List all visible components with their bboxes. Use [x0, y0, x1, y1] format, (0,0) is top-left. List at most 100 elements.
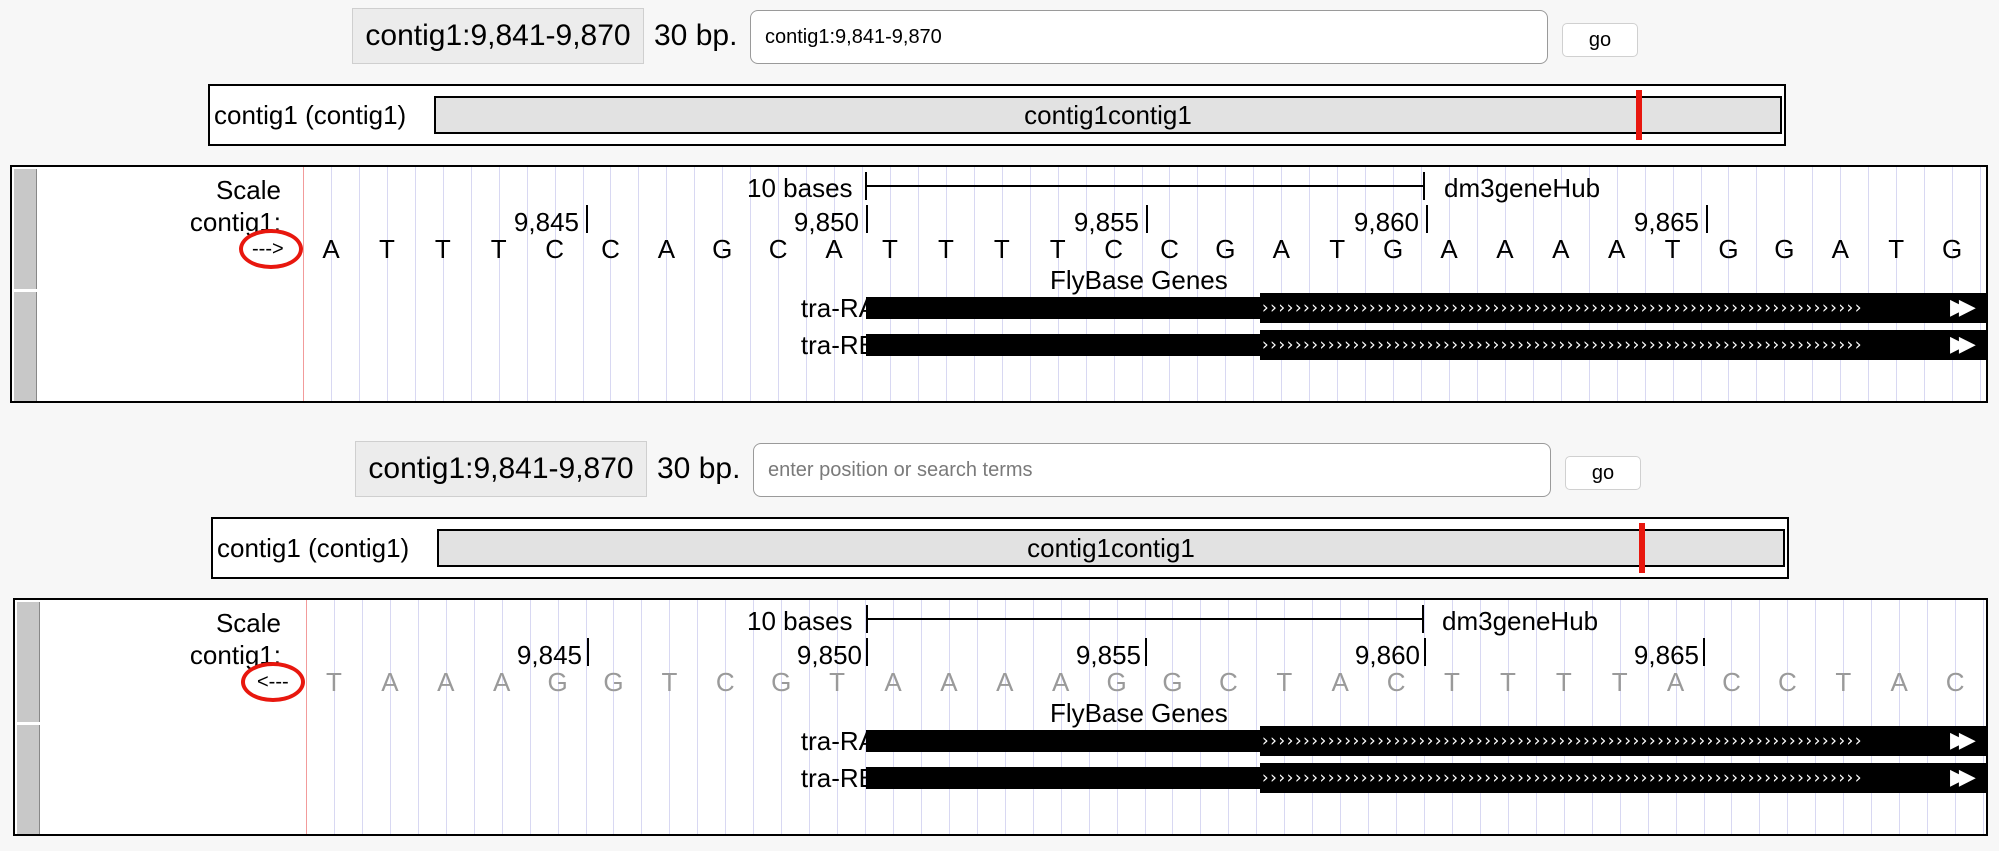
- base-grid-line: [862, 167, 863, 401]
- base-grid-line: [694, 167, 696, 401]
- ideogram-label: contig1 (contig1): [214, 100, 407, 130]
- dna-base: A: [1890, 667, 1908, 697]
- gene-tra-ra-thin-exon[interactable]: [866, 730, 1270, 752]
- ruler-tick-label: 9,855: [1073, 207, 1139, 237]
- dna-base: A: [1831, 234, 1849, 264]
- ideogram-bar[interactable]: contig1contig1: [434, 90, 1782, 140]
- dna-base: A: [884, 667, 902, 697]
- track-title-flybase-genes[interactable]: FlyBase Genes: [1050, 698, 1228, 728]
- base-grid-line: [722, 167, 724, 401]
- base-grid-line: [1952, 167, 1954, 401]
- chromosome-ideogram[interactable]: contig1 (contig1) contig1contig1: [208, 84, 1786, 146]
- base-grid-line: [554, 167, 556, 401]
- base-grid-line: [417, 600, 419, 834]
- gene-label-tra-ra[interactable]: tra-RA: [800, 726, 876, 756]
- dna-base: C: [1945, 667, 1965, 697]
- base-grid-line: [809, 600, 811, 834]
- base-grid-line: [1787, 600, 1789, 834]
- dna-base: T: [1329, 234, 1346, 264]
- ruler-tick: [866, 638, 868, 666]
- track-side-button[interactable]: [17, 725, 40, 834]
- go-button[interactable]: go: [1565, 456, 1641, 490]
- dna-base: G: [771, 667, 792, 697]
- dna-base: A: [1331, 667, 1349, 697]
- base-grid-line: [1424, 600, 1425, 834]
- base-grid-line: [1451, 600, 1453, 834]
- base-grid-line: [1672, 167, 1674, 401]
- base-grid-line: [1368, 600, 1370, 834]
- dna-base: C: [1722, 667, 1741, 697]
- scale-bar-right-end: [1423, 172, 1425, 200]
- dna-base: T: [993, 234, 1010, 264]
- base-grid-line: [697, 600, 699, 834]
- browser-panel-forward: contig1:9,841-9,870 30 bp. go contig1 (c…: [0, 0, 1999, 418]
- ruler-tick-label: 9,845: [516, 640, 582, 670]
- track-side-button[interactable]: [14, 292, 37, 401]
- search-input[interactable]: [753, 443, 1551, 497]
- gene-label-tra-ra[interactable]: tra-RA: [800, 293, 876, 323]
- base-grid-line: [330, 167, 332, 401]
- dna-base: A: [996, 667, 1014, 697]
- search-input[interactable]: [750, 10, 1548, 64]
- base-grid-line: [781, 600, 783, 834]
- base-grid-line: [806, 167, 808, 401]
- gene-tra-ra-exon[interactable]: ››››››››››››››››››››››››››››››››››››››››…: [1260, 726, 1950, 756]
- base-grid-line: [1396, 600, 1398, 834]
- base-grid-line: [1504, 167, 1506, 401]
- gene-tra-ra-exon[interactable]: ››››››››››››››››››››››››››››››››››››››››…: [1260, 293, 1950, 323]
- base-grid-line: [917, 167, 919, 401]
- dna-base: A: [381, 667, 399, 697]
- base-grid-line: [889, 167, 891, 401]
- ruler-tick: [1426, 205, 1428, 233]
- gene-tra-rb-thin-exon[interactable]: [866, 334, 1270, 356]
- track-image[interactable]: Scale 10 bases dm3geneHub contig1: 9,845…: [13, 598, 1988, 836]
- dna-base: C: [601, 234, 620, 264]
- track-side-button[interactable]: [14, 169, 37, 289]
- dna-base: G: [1162, 667, 1183, 697]
- position-marker: [1639, 523, 1645, 573]
- gene-tra-rb-exon[interactable]: ››››››››››››››››››››››››››››››››››››››››…: [1260, 763, 1950, 793]
- base-grid-line: [1116, 600, 1118, 834]
- base-grid-line: [1899, 600, 1901, 834]
- track-side-button[interactable]: [17, 602, 40, 722]
- dna-base: C: [1104, 234, 1123, 264]
- base-grid-line: [1200, 600, 1202, 834]
- track-image[interactable]: Scale 10 bases dm3geneHub contig1: 9,845…: [10, 165, 1988, 403]
- dna-base: C: [1160, 234, 1179, 264]
- ideogram-name: contig1contig1: [1024, 100, 1192, 130]
- base-grid-line: [1924, 167, 1926, 401]
- base-grid-line: [1256, 600, 1258, 834]
- hub-label: dm3geneHub: [1442, 606, 1599, 636]
- base-grid-line: [1840, 167, 1842, 401]
- dna-base: G: [1718, 234, 1739, 264]
- base-grid-line: [526, 167, 528, 401]
- base-grid-line: [1983, 600, 1984, 834]
- go-button[interactable]: go: [1562, 23, 1638, 57]
- dna-base: A: [437, 667, 455, 697]
- gene-tra-ra-thin-exon[interactable]: [866, 297, 1270, 319]
- base-grid-line: [1253, 167, 1255, 401]
- gene-label-tra-rb[interactable]: tra-RB: [800, 763, 876, 793]
- dna-base: G: [1774, 234, 1795, 264]
- gene-label-tra-rb[interactable]: tra-RB: [800, 330, 876, 360]
- gene-tra-rb-exon[interactable]: ››››››››››››››››››››››››››››››››››››››››…: [1260, 330, 1950, 360]
- base-grid-line: [1756, 167, 1758, 401]
- base-grid-line: [1284, 600, 1286, 834]
- dna-base: T: [1276, 667, 1293, 697]
- ideogram-bar[interactable]: contig1contig1: [437, 523, 1785, 573]
- base-grid-line: [582, 167, 584, 401]
- base-grid-line: [1281, 167, 1283, 401]
- track-title-flybase-genes[interactable]: FlyBase Genes: [1050, 265, 1228, 295]
- scale-bar-right-end: [1422, 605, 1424, 633]
- ruler-tick: [586, 205, 588, 233]
- chromosome-ideogram[interactable]: contig1 (contig1) contig1contig1: [211, 517, 1789, 579]
- dna-base: T: [937, 234, 954, 264]
- base-grid-line: [1004, 600, 1006, 834]
- gene-tra-rb-thin-exon[interactable]: [866, 767, 1270, 789]
- scale-row-label: Scale: [215, 608, 281, 638]
- base-grid-line: [498, 167, 500, 401]
- base-grid-line: [1393, 167, 1395, 401]
- gene-tra-rb-end-arrow: ▶▶: [1950, 763, 1986, 793]
- base-grid-line: [669, 600, 671, 834]
- dna-base: A: [1052, 667, 1070, 697]
